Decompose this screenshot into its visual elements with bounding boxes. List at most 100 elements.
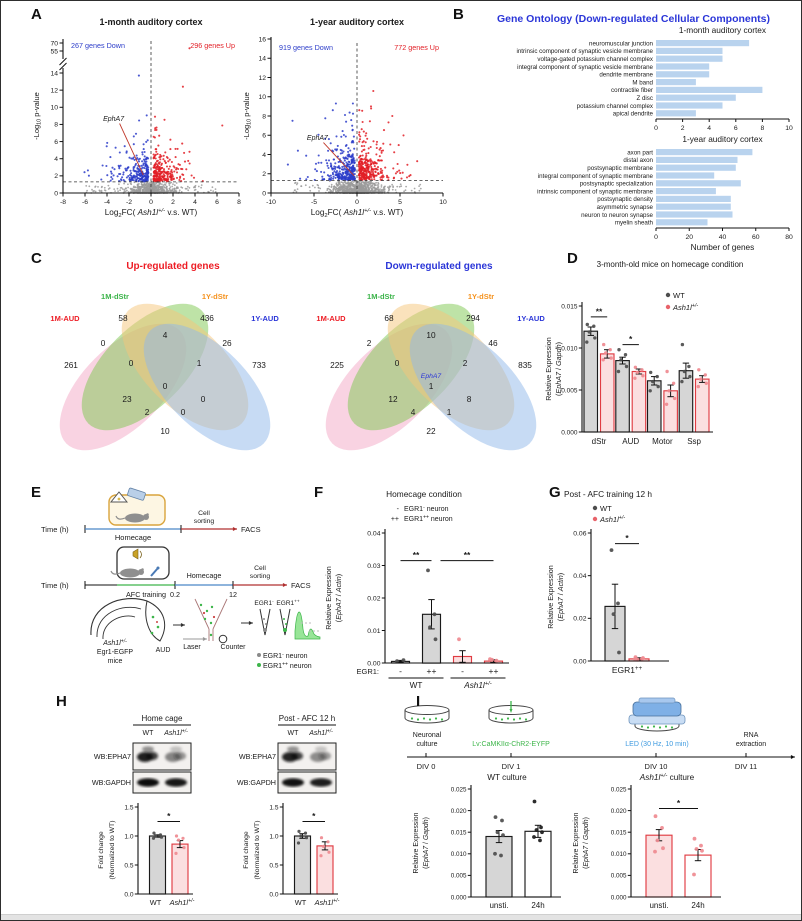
go-section-title: Gene Ontology (Down-regulated Cellular C… [496,13,770,25]
western-blot-afc: Post - AFC 12 h WT Ash1l+/- WB:EPHA7 WB:GAPD… [237,714,340,907]
wt-culture-barchart: WT culture 0.000 0.005 0.010 0.015 0.020 0.025… [413,773,561,910]
svg-text:asymmetric synapse: asymmetric synapse [597,204,654,211]
volcano-plot-1-month: 1-month auditory cortex -8 -6 -4 -2 0 2 4 6 8 0 2 4 6… [32,17,241,219]
svg-text:6: 6 [262,133,266,140]
panel-label-b: B [453,6,464,23]
svg-text:8: 8 [54,122,58,129]
svg-text:Homecage condition: Homecage condition [386,489,462,499]
svg-text:0: 0 [654,125,658,132]
svg-text:neuromuscular junction: neuromuscular junction [589,40,654,47]
svg-text:WB:EPHA7: WB:EPHA7 [239,752,276,761]
svg-text:23: 23 [122,394,132,404]
svg-text:Egr1-EGFP: Egr1-EGFP [97,649,134,656]
svg-text:**: ** [596,306,603,316]
svg-text:Ash1l+/-: Ash1l+/- [102,638,127,647]
svg-text:58: 58 [118,313,128,323]
svg-text:267 genes Down: 267 genes Down [71,41,125,50]
svg-text:WT: WT [673,291,685,300]
svg-text:1M-AUD: 1M-AUD [50,314,80,323]
svg-text:0.04: 0.04 [573,573,586,580]
svg-text:Ash1l+/-: Ash1l+/- [308,728,333,737]
svg-text:*: * [677,798,681,808]
svg-text:Post - AFC training 12 h: Post - AFC training 12 h [564,489,652,499]
svg-text:sorting: sorting [250,573,271,580]
svg-text:436: 436 [200,313,214,323]
svg-text:0.01: 0.01 [367,628,380,635]
svg-text:WB:EPHA7: WB:EPHA7 [94,752,131,761]
svg-text:Ash1l+/-: Ash1l+/- [163,728,188,737]
svg-text:0.000: 0.000 [611,894,627,901]
svg-text:0: 0 [262,190,266,197]
svg-text:12: 12 [388,394,398,404]
svg-text:296 genes Up: 296 genes Up [190,41,235,50]
svg-text:0.015: 0.015 [561,303,578,310]
svg-text:6: 6 [215,199,219,206]
svg-text:WT: WT [288,730,300,737]
svg-text:5: 5 [398,199,402,206]
svg-text:FACS: FACS [291,581,311,590]
svg-text:DIV 10: DIV 10 [645,762,668,771]
svg-text:Cell: Cell [198,510,210,517]
svg-text:60: 60 [752,234,760,241]
svg-text:EGR1:: EGR1: [356,667,379,676]
svg-text:-Log10 p-value: -Log10 p-value [32,92,43,140]
svg-text:0: 0 [201,394,206,404]
svg-text:Homecage: Homecage [115,533,151,542]
svg-text:Motor: Motor [652,437,673,446]
svg-text:distal axon: distal axon [623,157,653,164]
svg-text:EGR1- neuron: EGR1- neuron [404,504,449,513]
svg-text:919 genes Down: 919 genes Down [279,43,333,52]
svg-text:dStr: dStr [592,437,607,446]
svg-text:1.5: 1.5 [269,804,278,811]
panel-label-a: A [31,6,42,23]
svg-text:EGR1++ neuron: EGR1++ neuron [404,514,453,523]
svg-text:culture: culture [416,741,437,748]
svg-text:10: 10 [50,105,58,112]
svg-text:EphA7: EphA7 [103,116,125,123]
svg-text:10: 10 [426,330,436,340]
svg-text:80: 80 [785,234,793,241]
svg-text:LED (30 Hz, 10 min): LED (30 Hz, 10 min) [625,741,688,748]
svg-text:dendrite membrane: dendrite membrane [599,72,653,79]
svg-text:-2: -2 [126,199,132,206]
svg-text:0.06: 0.06 [573,530,586,537]
svg-text:EphA7: EphA7 [307,135,329,142]
svg-text:2: 2 [681,125,685,132]
svg-text:axon part: axon part [627,149,653,156]
svg-text:neuron to neuron synapse: neuron to neuron synapse [581,212,653,219]
svg-text:12: 12 [50,87,58,94]
svg-text:1.5: 1.5 [124,804,133,811]
svg-text:(EphA7 / Gapdh): (EphA7 / Gapdh) [583,817,590,869]
panel-label-d: D [567,250,578,267]
svg-text:AUD: AUD [156,647,171,654]
svg-text:EphA7: EphA7 [421,373,442,380]
svg-text:1M-dStr: 1M-dStr [367,292,395,301]
svg-text:Laser: Laser [183,644,201,651]
svg-text:1.0: 1.0 [269,833,278,840]
svg-text:WT: WT [410,681,423,690]
svg-text:1-month auditory cortex: 1-month auditory cortex [99,17,202,27]
horizontal-scrollbar[interactable] [1,914,801,920]
ash1l-culture-barchart: Ash1l+/- culture 0.000 0.005 0.010 0.015 0.02… [573,773,721,910]
svg-text:0: 0 [181,407,186,417]
svg-text:0.010: 0.010 [561,345,578,352]
svg-text:0: 0 [163,381,168,391]
svg-text:*: * [312,811,316,821]
svg-text:(EphA7 / Actin): (EphA7 / Actin) [334,574,343,622]
svg-text:voltage-gated potassium channe: voltage-gated potassium channel complex [537,56,653,63]
svg-text:1: 1 [197,358,202,368]
svg-text:Log2FC( Ash1l+/- v.s. WT): Log2FC( Ash1l+/- v.s. WT) [311,208,404,219]
svg-text:68: 68 [384,313,394,323]
svg-text:0.03: 0.03 [367,563,380,570]
svg-text:M band: M band [632,79,653,86]
svg-text:Relative Expression: Relative Expression [573,812,580,873]
svg-text:4: 4 [411,407,416,417]
svg-text:*: * [629,334,633,344]
svg-text:225: 225 [330,360,344,370]
svg-text:(Normalized to WT): (Normalized to WT) [109,821,116,880]
svg-text:RNA: RNA [744,732,759,739]
svg-text:Fold change: Fold change [98,831,105,869]
